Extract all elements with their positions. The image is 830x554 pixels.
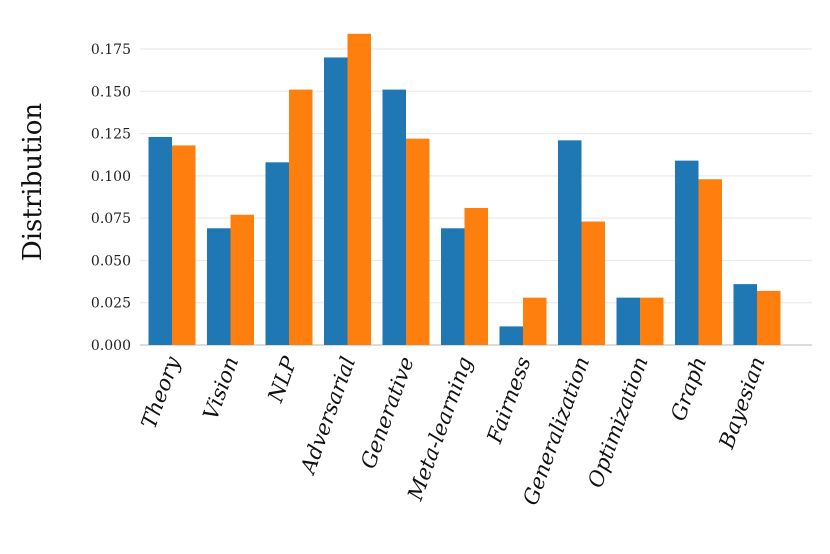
bar-adversarial-series2 (347, 33, 371, 346)
bar-optimization-series2 (640, 297, 664, 345)
x-tick-label: Theory (137, 352, 185, 431)
x-tick-label: NLP (263, 353, 302, 407)
y-tick-label: 0.050 (91, 253, 131, 269)
x-tick-label: Bayesian (714, 354, 770, 453)
x-tick-label: Generative (356, 354, 419, 472)
bar-bayesian-series1 (733, 284, 757, 345)
bar-graph-series2 (698, 179, 722, 345)
y-tick-label: 0.175 (91, 42, 131, 58)
x-tick-label: Graph (666, 354, 711, 425)
bar-graph-series1 (675, 160, 699, 345)
bar-fairness-series1 (499, 326, 523, 345)
y-tick-label: 0.025 (91, 296, 131, 312)
bar-generative-series2 (406, 138, 430, 345)
bar-generative-series1 (382, 89, 406, 345)
bar-generalization-series1 (558, 140, 582, 345)
bar-meta-learning-series2 (464, 207, 488, 345)
bar-vision-series2 (230, 214, 254, 345)
x-tick-label: Fairness (482, 353, 536, 447)
bar-nlp-series2 (289, 89, 313, 345)
bar-fairness-series2 (523, 297, 547, 345)
bar-adversarial-series1 (324, 57, 348, 345)
x-tick-label: Meta-learning (403, 354, 478, 505)
bar-meta-learning-series1 (441, 228, 465, 345)
bar-vision-series1 (207, 228, 231, 345)
bar-theory-series2 (172, 145, 196, 345)
y-tick-label: 0.075 (91, 211, 131, 227)
bar-theory-series1 (148, 136, 172, 345)
y-tick-label: 0.150 (91, 84, 131, 100)
y-tick-label: 0.125 (91, 127, 131, 143)
y-tick-label: 0.100 (91, 169, 131, 185)
y-tick-label: 0.000 (91, 338, 131, 354)
x-tick-label: Adversarial (295, 354, 360, 479)
bar-bayesian-series2 (757, 290, 781, 345)
bar-optimization-series1 (616, 297, 640, 345)
y-axis-label: Distribution (18, 103, 48, 262)
x-tick-label: Vision (198, 354, 243, 423)
bar-nlp-series1 (265, 162, 289, 345)
x-tick-label: Optimization (583, 354, 653, 491)
bar-generalization-series2 (581, 221, 605, 345)
